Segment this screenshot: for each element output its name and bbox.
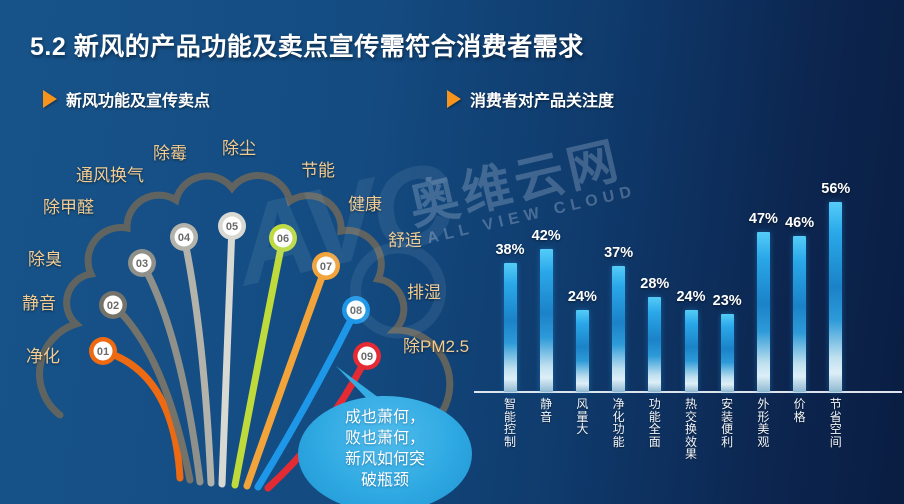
bar-value-label: 24% (567, 289, 597, 306)
fan-ball-06: 06 (269, 224, 297, 252)
fan-stem-02 (109, 301, 194, 484)
fan-ball-02: 02 (99, 291, 127, 319)
fan-ball-05: 05 (218, 212, 246, 240)
bar-功能全面 (648, 296, 662, 392)
fan-label: 通风换气 (76, 166, 144, 185)
section-header-right: 消费者对产品关注度 (447, 87, 614, 111)
bar-category-label: 外形美观 (757, 397, 770, 449)
fan-ball-number: 05 (226, 221, 238, 233)
fan-stem-06 (231, 234, 287, 489)
watermark: AVC 奥维云网 ALL VIEW CLOUD (222, 78, 725, 379)
fan-stem-03 (138, 259, 204, 486)
bar-value-label: 28% (640, 275, 670, 292)
bar-value-label: 37% (604, 245, 634, 262)
fan-label: 舒适 (388, 231, 422, 250)
bar-value-label: 46% (785, 214, 815, 231)
fan-label: 除霉 (153, 144, 187, 163)
fan-ball-01: 01 (89, 337, 117, 365)
fan-ball-number: 04 (178, 232, 191, 244)
fan-stem-04 (180, 233, 215, 487)
bar-value-label: 56% (821, 180, 851, 197)
watermark-english-text: ALL VIEW CLOUD (425, 182, 639, 248)
bar-category-label: 热交换效果 (684, 397, 697, 461)
fan-balls: 01 02 03 04 05 06 07 08 09 (89, 212, 381, 370)
fan-ball-number: 01 (97, 346, 109, 358)
fan-ball-08: 08 (342, 296, 370, 324)
bar-风量大 (575, 310, 589, 392)
bar-category-label: 价格 (793, 397, 806, 424)
speech-bubble-line: 败也萧何， (344, 430, 425, 447)
bar-热交换效果 (684, 310, 698, 392)
bar-category-label: 静音 (540, 397, 553, 424)
fan-stem-01 (99, 347, 184, 482)
bar-节省空间 (829, 201, 843, 392)
bar-category-label: 智能控制 (503, 397, 516, 449)
bar-category-label: 净化功能 (612, 397, 625, 449)
page-title: 5.2 新风的产品功能及卖点宣传需符合消费者需求 (30, 33, 584, 61)
fan-ball-number: 06 (277, 233, 289, 245)
x-axis-line (474, 391, 902, 393)
fan-ball-number: 07 (320, 261, 332, 273)
fan-label: 排湿 (407, 283, 441, 302)
bar-value-label: 42% (531, 228, 561, 245)
triangle-bullet-icon (43, 90, 57, 108)
speech-bubble-line: 新风如何突 (344, 451, 425, 468)
bar-智能控制 (503, 262, 517, 392)
fan-ball-number: 08 (350, 305, 362, 317)
bar-外形美观 (756, 232, 770, 392)
speech-bubble: 成也萧何， 败也萧何， 新风如何突破瓶颈 (298, 396, 472, 504)
bar-静音 (539, 249, 553, 392)
fan-ball-number: 03 (136, 258, 148, 270)
bar-category-label: 安装便利 (721, 397, 734, 449)
bar-value-label: 47% (748, 211, 778, 228)
bar-安装便利 (720, 313, 734, 392)
fan-ball-03: 03 (128, 249, 156, 277)
fan-scalloped-outline (36, 172, 454, 419)
bar-value-label: 23% (712, 292, 742, 309)
bar-value-label: 38% (495, 241, 525, 258)
fan-ball-number: 09 (361, 351, 373, 363)
left-section-title: 新风功能及宣传卖点 (66, 93, 211, 110)
fan-ball-09: 09 (353, 342, 381, 370)
fan-label: 节能 (301, 161, 335, 180)
fan-ball-04: 04 (170, 223, 198, 251)
bar-category-label: 节省空间 (829, 397, 842, 449)
right-section-title: 消费者对产品关注度 (470, 93, 615, 110)
bar-category-label: 功能全面 (648, 397, 661, 449)
speech-bubble-line: 破瓶颈 (360, 472, 409, 489)
watermark-chinese-text: 奥维云网 (403, 131, 627, 235)
fan-label: 净化 (26, 347, 60, 366)
fan-stem-05 (218, 222, 236, 488)
fan-label: 除PM2.5 (403, 337, 470, 356)
speech-bubble-line: 成也萧何， (344, 409, 425, 426)
section-header-left: 新风功能及宣传卖点 (43, 87, 210, 111)
fan-label: 除尘 (222, 139, 256, 158)
triangle-bullet-icon (447, 90, 461, 108)
bar-净化功能 (612, 266, 626, 392)
bar-category-label: 风量大 (576, 397, 589, 436)
fan-label: 除臭 (28, 250, 62, 269)
bar-价格 (793, 235, 807, 392)
fan-label: 除甲醛 (43, 198, 94, 217)
fan-label: 健康 (348, 195, 382, 214)
fan-ball-07: 07 (312, 252, 340, 280)
fan-ball-number: 02 (107, 300, 119, 312)
fan-label: 静音 (22, 294, 56, 313)
bar-value-label: 24% (676, 289, 706, 306)
